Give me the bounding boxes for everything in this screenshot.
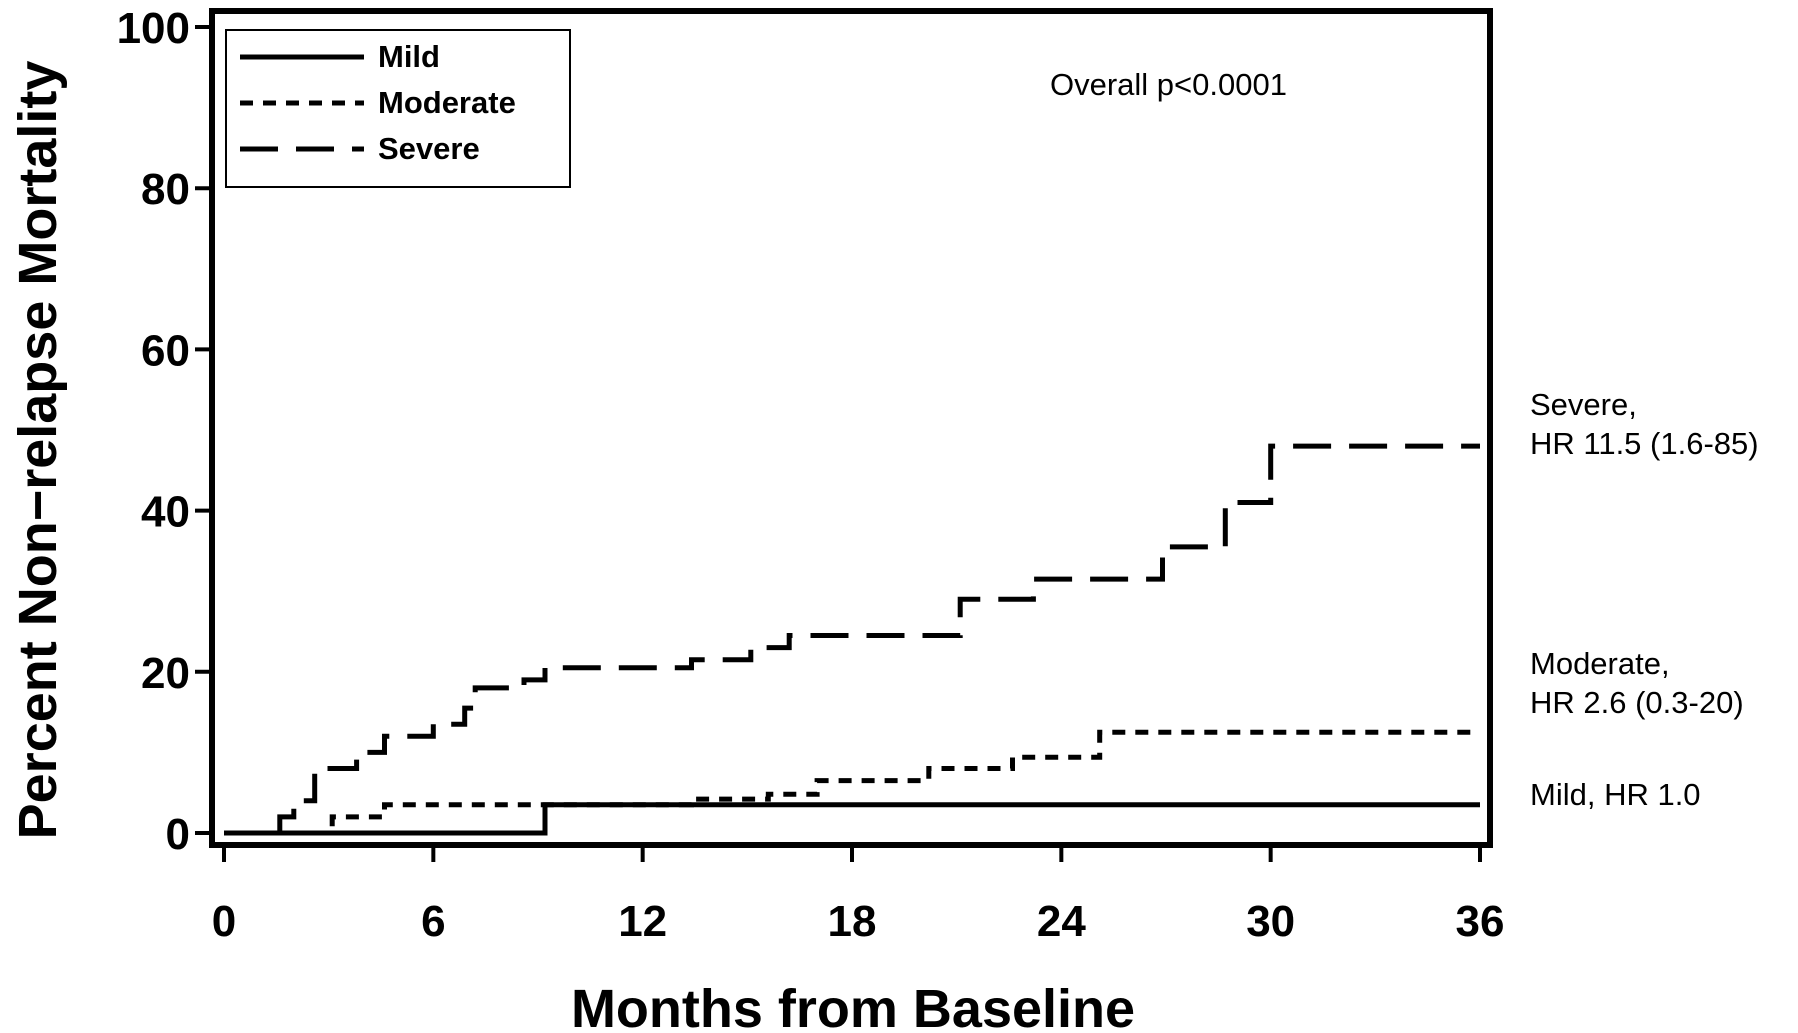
x-tick-label: 36 <box>1456 897 1505 946</box>
y-tick-label: 60 <box>141 326 190 375</box>
series-labels: Mild, HR 1.0 Moderate, HR 2.6 (0.3-20) Seve… <box>1530 387 1759 812</box>
legend-label-severe: Severe <box>378 131 480 166</box>
series-line-mild <box>224 802 1480 836</box>
series-line-severe <box>224 443 1480 836</box>
series-annotation-severe: HR 11.5 (1.6-85) <box>1530 426 1759 461</box>
x-tick-label: 18 <box>828 897 877 946</box>
y-axis: 0 20 40 60 80 100 <box>117 4 212 859</box>
series-line-moderate <box>224 729 1480 836</box>
x-axis-title: Months from Baseline <box>571 979 1135 1033</box>
y-tick-label: 20 <box>141 649 190 698</box>
y-tick-label: 40 <box>141 488 190 537</box>
y-tick-label: 100 <box>117 4 190 53</box>
overall-p-value: Overall p<0.0001 <box>1050 67 1287 102</box>
x-axis: 0 6 12 18 24 30 36 <box>212 845 1505 946</box>
y-axis-title: Percent Non−relapse Mortality <box>8 61 68 840</box>
legend-label-mild: Mild <box>378 39 440 74</box>
x-tick-label: 24 <box>1037 897 1086 946</box>
series-layer <box>224 443 1480 836</box>
series-annotation-moderate: HR 2.6 (0.3-20) <box>1530 685 1744 720</box>
legend: Mild Moderate Severe <box>225 29 571 188</box>
legend-label-moderate: Moderate <box>378 85 516 120</box>
x-tick-label: 30 <box>1246 897 1295 946</box>
y-tick-label: 0 <box>166 810 190 859</box>
y-tick-label: 80 <box>141 165 190 214</box>
series-annotation-severe: Severe, <box>1530 387 1637 422</box>
series-annotation-mild: Mild, HR 1.0 <box>1530 777 1701 812</box>
x-tick-label: 12 <box>618 897 667 946</box>
series-annotation-moderate: Moderate, <box>1530 646 1670 681</box>
x-tick-label: 0 <box>212 897 236 946</box>
x-tick-label: 6 <box>421 897 445 946</box>
